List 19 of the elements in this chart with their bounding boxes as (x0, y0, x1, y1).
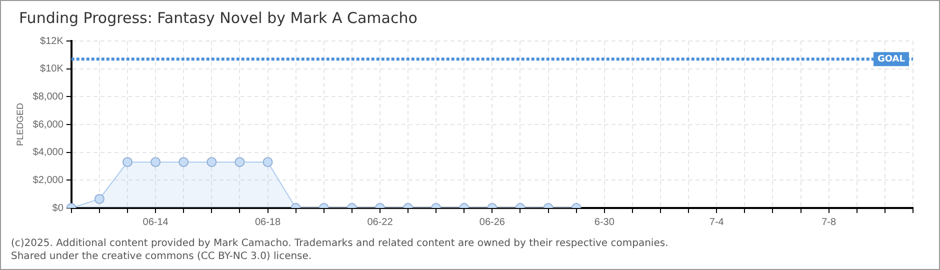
y-tick-label: $12K (40, 36, 64, 47)
x-tick-label: 7-4 (709, 216, 724, 228)
ref-line-label: GOAL (878, 54, 906, 64)
y-axis-title: PLEDGED (14, 102, 25, 146)
chart-title: Funding Progress: Fantasy Novel by Mark A Camacho (19, 9, 418, 27)
y-tick-label: $10K (40, 64, 64, 75)
x-tick-label: 06-18 (254, 216, 281, 228)
x-tick-label: 06-14 (142, 216, 169, 228)
x-tick-label: 6-30 (594, 216, 615, 228)
text: Shared under the creative commons (CC BY-NC 3.0) license. (11, 250, 313, 263)
y-tick-label: $4,000 (32, 147, 64, 158)
x-tick-label: 06-26 (479, 216, 506, 228)
x-tick-label: 06-22 (367, 216, 394, 228)
text: (c)2025. Additional content provided by Mark Camacho. Trademarks and related content are owned by their respective companies. (11, 237, 668, 250)
x-tick-label: 7-8 (822, 216, 837, 228)
y-tick-label: $0 (52, 202, 64, 214)
y-tick-label: $2,000 (32, 174, 64, 186)
y-tick-label: $8,000 (32, 91, 64, 102)
y-tick-label: $6,000 (32, 119, 64, 130)
